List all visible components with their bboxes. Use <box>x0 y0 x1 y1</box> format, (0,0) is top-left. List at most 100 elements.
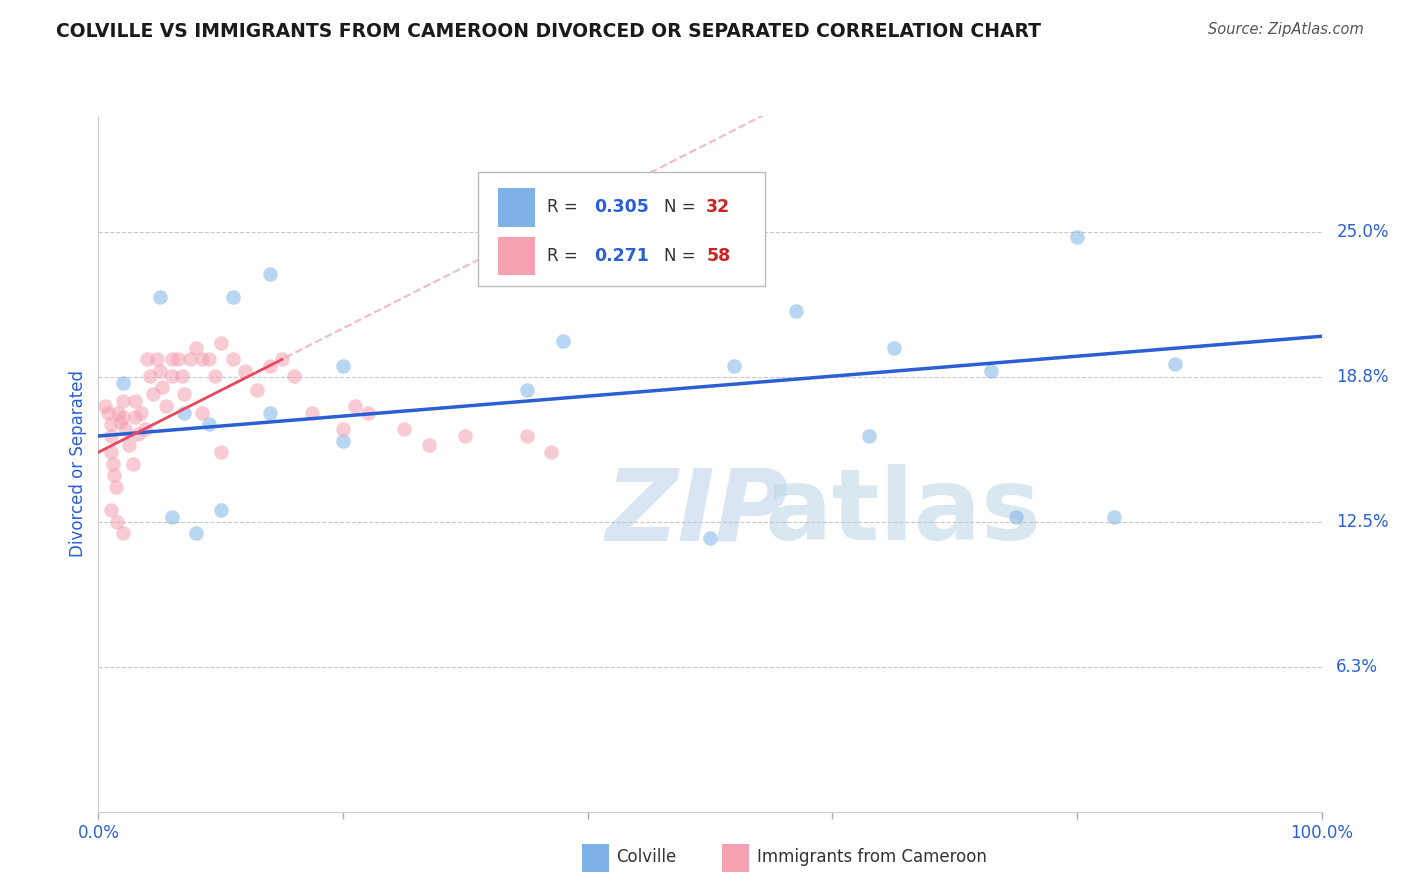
Text: 25.0%: 25.0% <box>1336 223 1389 241</box>
Point <box>136 352 159 367</box>
Text: R =: R = <box>547 198 583 217</box>
Point <box>515 383 537 397</box>
FancyBboxPatch shape <box>498 188 536 227</box>
Point <box>1164 357 1187 371</box>
Point <box>104 480 127 494</box>
Point <box>100 429 122 443</box>
Point <box>149 364 172 378</box>
Text: N =: N = <box>664 247 700 265</box>
Point <box>1066 229 1088 244</box>
Point <box>209 445 232 459</box>
Point <box>155 399 177 413</box>
Point <box>100 417 122 432</box>
Text: atlas: atlas <box>765 464 1042 561</box>
Point <box>111 526 134 541</box>
Point <box>980 364 1002 378</box>
Text: Source: ZipAtlas.com: Source: ZipAtlas.com <box>1208 22 1364 37</box>
Point <box>129 406 152 420</box>
Point <box>124 394 146 409</box>
Text: COLVILLE VS IMMIGRANTS FROM CAMEROON DIVORCED OR SEPARATED CORRELATION CHART: COLVILLE VS IMMIGRANTS FROM CAMEROON DIV… <box>56 22 1042 41</box>
Point <box>127 426 149 441</box>
Point <box>160 368 183 383</box>
Point <box>209 336 232 351</box>
Point <box>110 415 132 429</box>
Point <box>101 457 124 471</box>
Point <box>699 531 721 545</box>
Point <box>259 406 281 420</box>
Point <box>114 422 136 436</box>
Point <box>105 515 128 529</box>
Point <box>418 438 440 452</box>
Point <box>858 429 880 443</box>
Text: 6.3%: 6.3% <box>1336 657 1378 676</box>
FancyBboxPatch shape <box>478 171 765 286</box>
Point <box>233 364 256 378</box>
Point <box>160 510 183 524</box>
Point <box>134 422 156 436</box>
Point <box>259 267 281 281</box>
Text: 12.5%: 12.5% <box>1336 513 1389 531</box>
Point <box>356 406 378 420</box>
Point <box>111 376 134 390</box>
Point <box>515 429 537 443</box>
FancyBboxPatch shape <box>723 845 749 872</box>
Text: 32: 32 <box>706 198 731 217</box>
Point <box>186 526 208 541</box>
Text: Immigrants from Cameroon: Immigrants from Cameroon <box>756 848 987 866</box>
Point <box>209 503 232 517</box>
Point <box>222 290 245 304</box>
Point <box>332 434 354 448</box>
Point <box>186 341 208 355</box>
Text: 0.271: 0.271 <box>593 247 648 265</box>
Point <box>142 387 165 401</box>
Point <box>170 368 193 383</box>
Point <box>100 503 122 517</box>
Point <box>111 410 134 425</box>
Point <box>301 406 323 420</box>
Point <box>246 383 269 397</box>
Point <box>270 352 294 367</box>
Text: R =: R = <box>547 247 583 265</box>
Point <box>344 399 367 413</box>
Point <box>662 225 685 239</box>
Point <box>259 359 281 374</box>
Point <box>121 457 143 471</box>
Point <box>160 352 183 367</box>
Point <box>540 445 562 459</box>
Point <box>283 368 305 383</box>
Point <box>173 406 195 420</box>
Point <box>553 334 575 348</box>
Point <box>332 359 354 374</box>
FancyBboxPatch shape <box>582 845 609 872</box>
Point <box>785 303 807 318</box>
FancyBboxPatch shape <box>498 237 536 275</box>
Point <box>204 368 226 383</box>
Point <box>146 352 169 367</box>
Point <box>97 406 120 420</box>
Text: 18.8%: 18.8% <box>1336 368 1389 386</box>
Point <box>150 380 173 394</box>
Point <box>1102 510 1125 524</box>
Point <box>107 406 129 420</box>
Text: 0.305: 0.305 <box>593 198 648 217</box>
Point <box>118 438 141 452</box>
Text: ZIP: ZIP <box>606 464 789 561</box>
Point <box>723 359 745 374</box>
Point <box>332 422 354 436</box>
Point <box>191 406 214 420</box>
Point <box>167 352 190 367</box>
Point <box>1004 510 1026 524</box>
Point <box>149 290 172 304</box>
Point <box>111 394 134 409</box>
Y-axis label: Divorced or Separated: Divorced or Separated <box>69 370 87 558</box>
Point <box>139 368 162 383</box>
Point <box>100 445 122 459</box>
Point <box>103 468 125 483</box>
Point <box>392 422 416 436</box>
Point <box>191 352 214 367</box>
Point <box>454 429 477 443</box>
Text: Colville: Colville <box>616 848 676 866</box>
Point <box>197 352 219 367</box>
Point <box>93 399 115 413</box>
Text: 58: 58 <box>706 247 731 265</box>
